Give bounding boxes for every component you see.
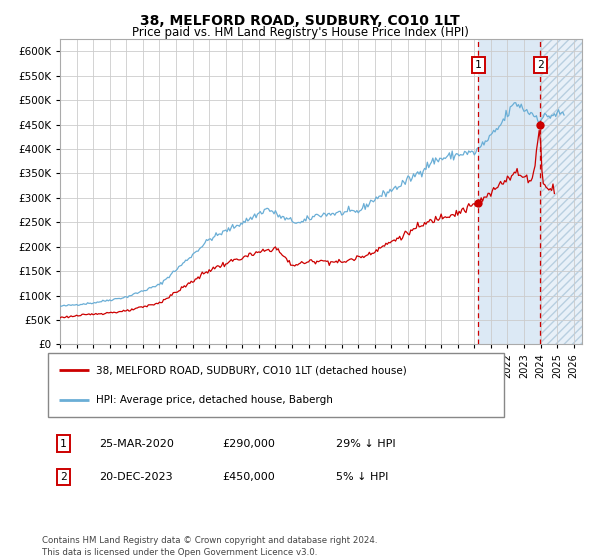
Text: 2: 2 [60, 472, 67, 482]
Text: 38, MELFORD ROAD, SUDBURY, CO10 1LT (detached house): 38, MELFORD ROAD, SUDBURY, CO10 1LT (det… [96, 365, 407, 375]
Bar [540, 39, 582, 344]
Text: 1: 1 [475, 60, 481, 70]
Text: 29% ↓ HPI: 29% ↓ HPI [336, 438, 395, 449]
Text: Price paid vs. HM Land Registry's House Price Index (HPI): Price paid vs. HM Land Registry's House … [131, 26, 469, 39]
Bar [478, 39, 540, 344]
Text: 2: 2 [536, 60, 544, 70]
Text: 1: 1 [60, 438, 67, 449]
Text: Contains HM Land Registry data © Crown copyright and database right 2024.
This d: Contains HM Land Registry data © Crown c… [42, 536, 377, 557]
Text: £450,000: £450,000 [222, 472, 275, 482]
Text: £290,000: £290,000 [222, 438, 275, 449]
Text: 20-DEC-2023: 20-DEC-2023 [99, 472, 173, 482]
Text: HPI: Average price, detached house, Babergh: HPI: Average price, detached house, Babe… [96, 395, 333, 405]
Text: 38, MELFORD ROAD, SUDBURY, CO10 1LT: 38, MELFORD ROAD, SUDBURY, CO10 1LT [140, 14, 460, 28]
Text: 25-MAR-2020: 25-MAR-2020 [99, 438, 174, 449]
Text: 5% ↓ HPI: 5% ↓ HPI [336, 472, 388, 482]
